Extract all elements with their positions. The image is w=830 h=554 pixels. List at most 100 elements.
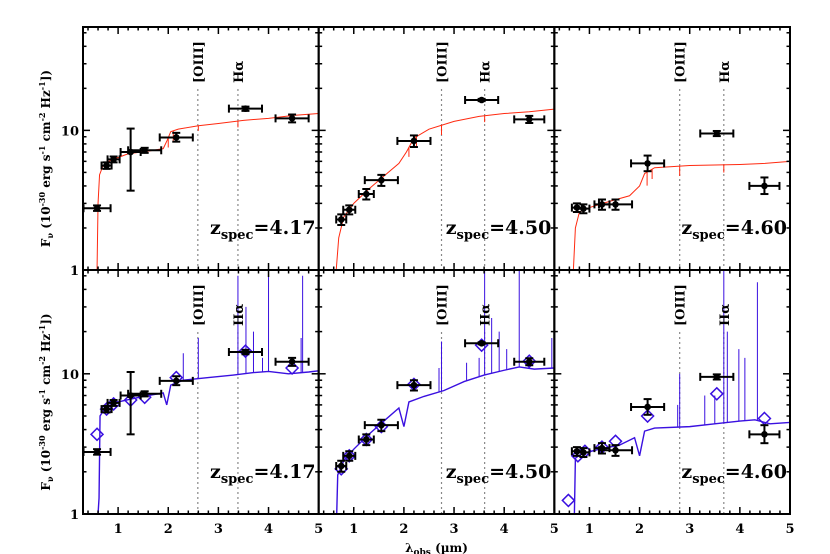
y-tick-label: 1 bbox=[70, 264, 79, 279]
data-marker bbox=[345, 206, 353, 214]
data-marker bbox=[525, 358, 533, 365]
data-marker bbox=[363, 190, 370, 198]
z-value: =4.50 bbox=[489, 461, 551, 483]
data-point bbox=[363, 418, 399, 433]
y-axis-title-part: -30 bbox=[37, 435, 47, 450]
redshift-label: zspec=4.60 bbox=[681, 217, 787, 243]
oiii-label: [OIII] bbox=[674, 284, 689, 326]
model-photometry-point bbox=[106, 396, 121, 411]
z-value: =4.17 bbox=[253, 217, 315, 239]
data-marker bbox=[713, 130, 721, 137]
y-axis-title-part: ]) bbox=[39, 70, 53, 81]
oiii-label: [OIII] bbox=[192, 284, 207, 326]
z-subscript: spec bbox=[221, 228, 254, 243]
plot-area bbox=[570, 89, 790, 270]
y-tick-label: 10 bbox=[61, 368, 79, 383]
x-tick-label: 1 bbox=[585, 522, 594, 537]
plot-area bbox=[334, 270, 555, 514]
data-marker bbox=[378, 421, 385, 429]
y-axis-title-part: (10 bbox=[39, 206, 53, 233]
data-point bbox=[274, 113, 310, 124]
panel-frame bbox=[553, 269, 791, 515]
data-marker bbox=[288, 115, 296, 122]
data-marker bbox=[612, 446, 619, 454]
data-point bbox=[106, 155, 121, 164]
panel-bottom-3: [OIII] Hα 1 2 3 4 5 zspec=4.60 bbox=[553, 269, 795, 537]
panel-bottom-1: [OIII] Hα 1 2 3 4 5 1 10 zspec=4.17 bbox=[61, 269, 323, 537]
data-point bbox=[106, 398, 121, 407]
z-value: =4.60 bbox=[725, 217, 787, 239]
data-point bbox=[158, 131, 194, 143]
z-symbol: z bbox=[681, 217, 692, 239]
data-point bbox=[83, 204, 112, 213]
z-value: =4.60 bbox=[725, 461, 787, 483]
data-marker bbox=[93, 448, 101, 456]
data-point bbox=[513, 114, 546, 124]
data-point bbox=[119, 127, 142, 192]
x-tick-label: 5 bbox=[785, 522, 794, 537]
data-point bbox=[158, 375, 194, 387]
data-marker bbox=[363, 436, 370, 443]
x-tick-label: 2 bbox=[399, 522, 408, 537]
halpha-label: Hα bbox=[479, 304, 494, 326]
halpha-label: Hα bbox=[479, 61, 494, 83]
data-point bbox=[335, 459, 348, 473]
y-axis-title-part: Hz bbox=[39, 90, 53, 113]
x-axis-title: λobs (µm) bbox=[405, 541, 468, 554]
data-marker bbox=[172, 377, 180, 385]
x-tick-label: 2 bbox=[164, 522, 173, 537]
redshift-label: zspec=4.60 bbox=[681, 461, 787, 487]
z-subscript: spec bbox=[457, 228, 490, 243]
y-axis-title: Fν (10-30 erg s-1 cm-2 Hz-1]) bbox=[37, 70, 55, 247]
y-axis-title: Fν (10-30 erg s-1 cm-2 Hz-1]) bbox=[37, 313, 55, 490]
panel-bottom-2: [OIII] Hα 1 2 3 4 5 zspec=4.50 bbox=[317, 269, 559, 537]
redshift-label: zspec=4.50 bbox=[446, 217, 552, 243]
model-photometry-point bbox=[89, 427, 105, 442]
data-point bbox=[396, 134, 432, 149]
data-marker bbox=[103, 405, 110, 413]
model-photometry-point bbox=[561, 493, 576, 508]
data-point bbox=[357, 433, 375, 447]
y-axis-title-part: F bbox=[39, 482, 53, 491]
data-marker bbox=[110, 156, 117, 163]
data-point bbox=[630, 398, 666, 416]
oiii-label: [OIII] bbox=[192, 41, 207, 83]
z-value: =4.17 bbox=[253, 461, 315, 483]
y-axis-title-part: -1 bbox=[37, 146, 47, 155]
z-subscript: spec bbox=[221, 472, 254, 487]
x-title-sub: obs bbox=[414, 548, 431, 554]
data-point bbox=[127, 146, 163, 155]
z-symbol: z bbox=[210, 217, 221, 239]
data-marker bbox=[580, 205, 587, 212]
x-tick-label: 3 bbox=[214, 522, 223, 537]
z-symbol: z bbox=[210, 461, 221, 483]
z-symbol: z bbox=[446, 217, 457, 239]
data-marker bbox=[141, 146, 148, 154]
data-point bbox=[597, 444, 634, 457]
x-tick-label: 5 bbox=[550, 522, 559, 537]
panel-top-3: [OIII] Hα zspec=4.60 bbox=[553, 26, 791, 271]
y-axis-title-part: ]) bbox=[39, 313, 53, 324]
x-tick-label: 4 bbox=[264, 522, 273, 537]
data-point bbox=[630, 154, 666, 173]
model-photometry-point bbox=[342, 448, 357, 463]
halpha-label: Hα bbox=[232, 304, 247, 326]
data-marker bbox=[110, 399, 117, 407]
data-marker bbox=[103, 162, 110, 169]
data-point bbox=[335, 213, 348, 227]
data-point bbox=[576, 203, 591, 215]
panel-top-2: [OIII] Hα zspec=4.50 bbox=[317, 26, 556, 271]
data-marker bbox=[525, 116, 533, 123]
data-marker bbox=[345, 452, 353, 460]
x-title-main: λ bbox=[405, 541, 413, 554]
redshift-label: zspec=4.50 bbox=[446, 461, 552, 487]
z-value: =4.50 bbox=[489, 217, 551, 239]
data-marker bbox=[93, 204, 101, 212]
plot-area bbox=[335, 89, 555, 270]
y-axis-title-part: Hz bbox=[39, 334, 53, 357]
oiii-label: [OIII] bbox=[436, 284, 451, 326]
data-marker bbox=[644, 160, 651, 167]
data-point bbox=[513, 357, 546, 367]
data-point bbox=[227, 104, 264, 113]
data-marker bbox=[410, 137, 418, 145]
